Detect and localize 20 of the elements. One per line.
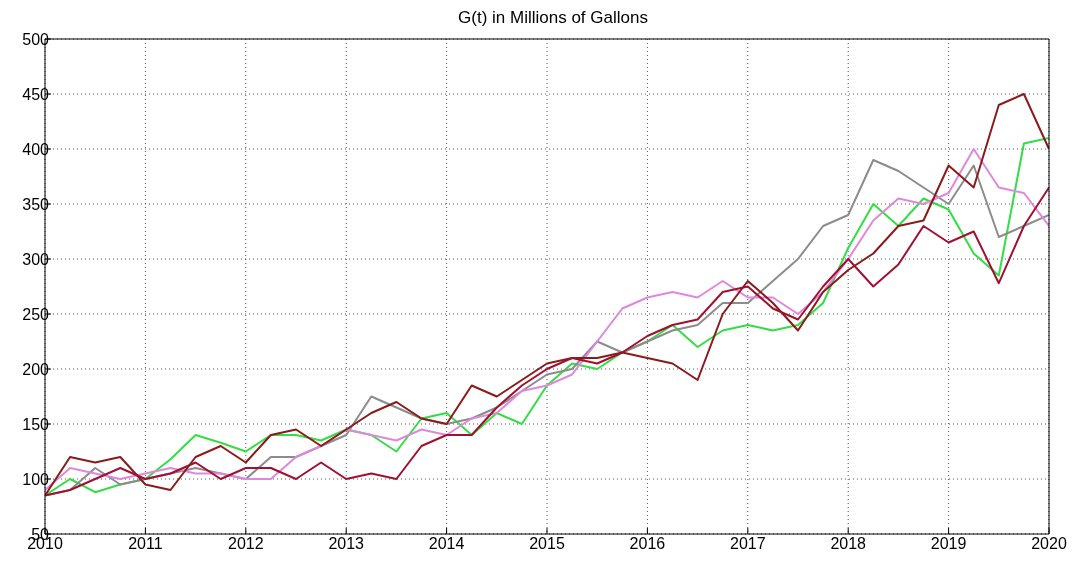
y-tick-label: 300 xyxy=(22,250,50,268)
y-tick-label: 400 xyxy=(22,140,50,158)
x-tick-label: 2014 xyxy=(428,535,465,553)
y-tick-label: 350 xyxy=(22,195,50,213)
x-tick-label: 2020 xyxy=(1031,535,1067,553)
y-tick-label: 100 xyxy=(22,470,50,488)
x-tick-label: 2016 xyxy=(629,535,666,553)
x-tick-label: 2012 xyxy=(228,535,264,553)
x-tick-label: 2019 xyxy=(930,535,967,553)
y-tick-label: 200 xyxy=(22,360,50,378)
x-tick-label: 2015 xyxy=(529,535,565,553)
chart-title: G(t) in Millions of Gallons xyxy=(457,8,649,29)
y-tick-label: 250 xyxy=(22,305,50,323)
x-tick-label: 2017 xyxy=(730,535,766,553)
y-tick-label: 500 xyxy=(22,30,50,48)
y-tick-label: 150 xyxy=(22,415,50,433)
x-tick-label: 2013 xyxy=(328,535,365,553)
x-tick-label: 2011 xyxy=(128,535,163,553)
x-tick-label: 2018 xyxy=(830,535,867,553)
y-tick-label: 450 xyxy=(22,85,50,103)
